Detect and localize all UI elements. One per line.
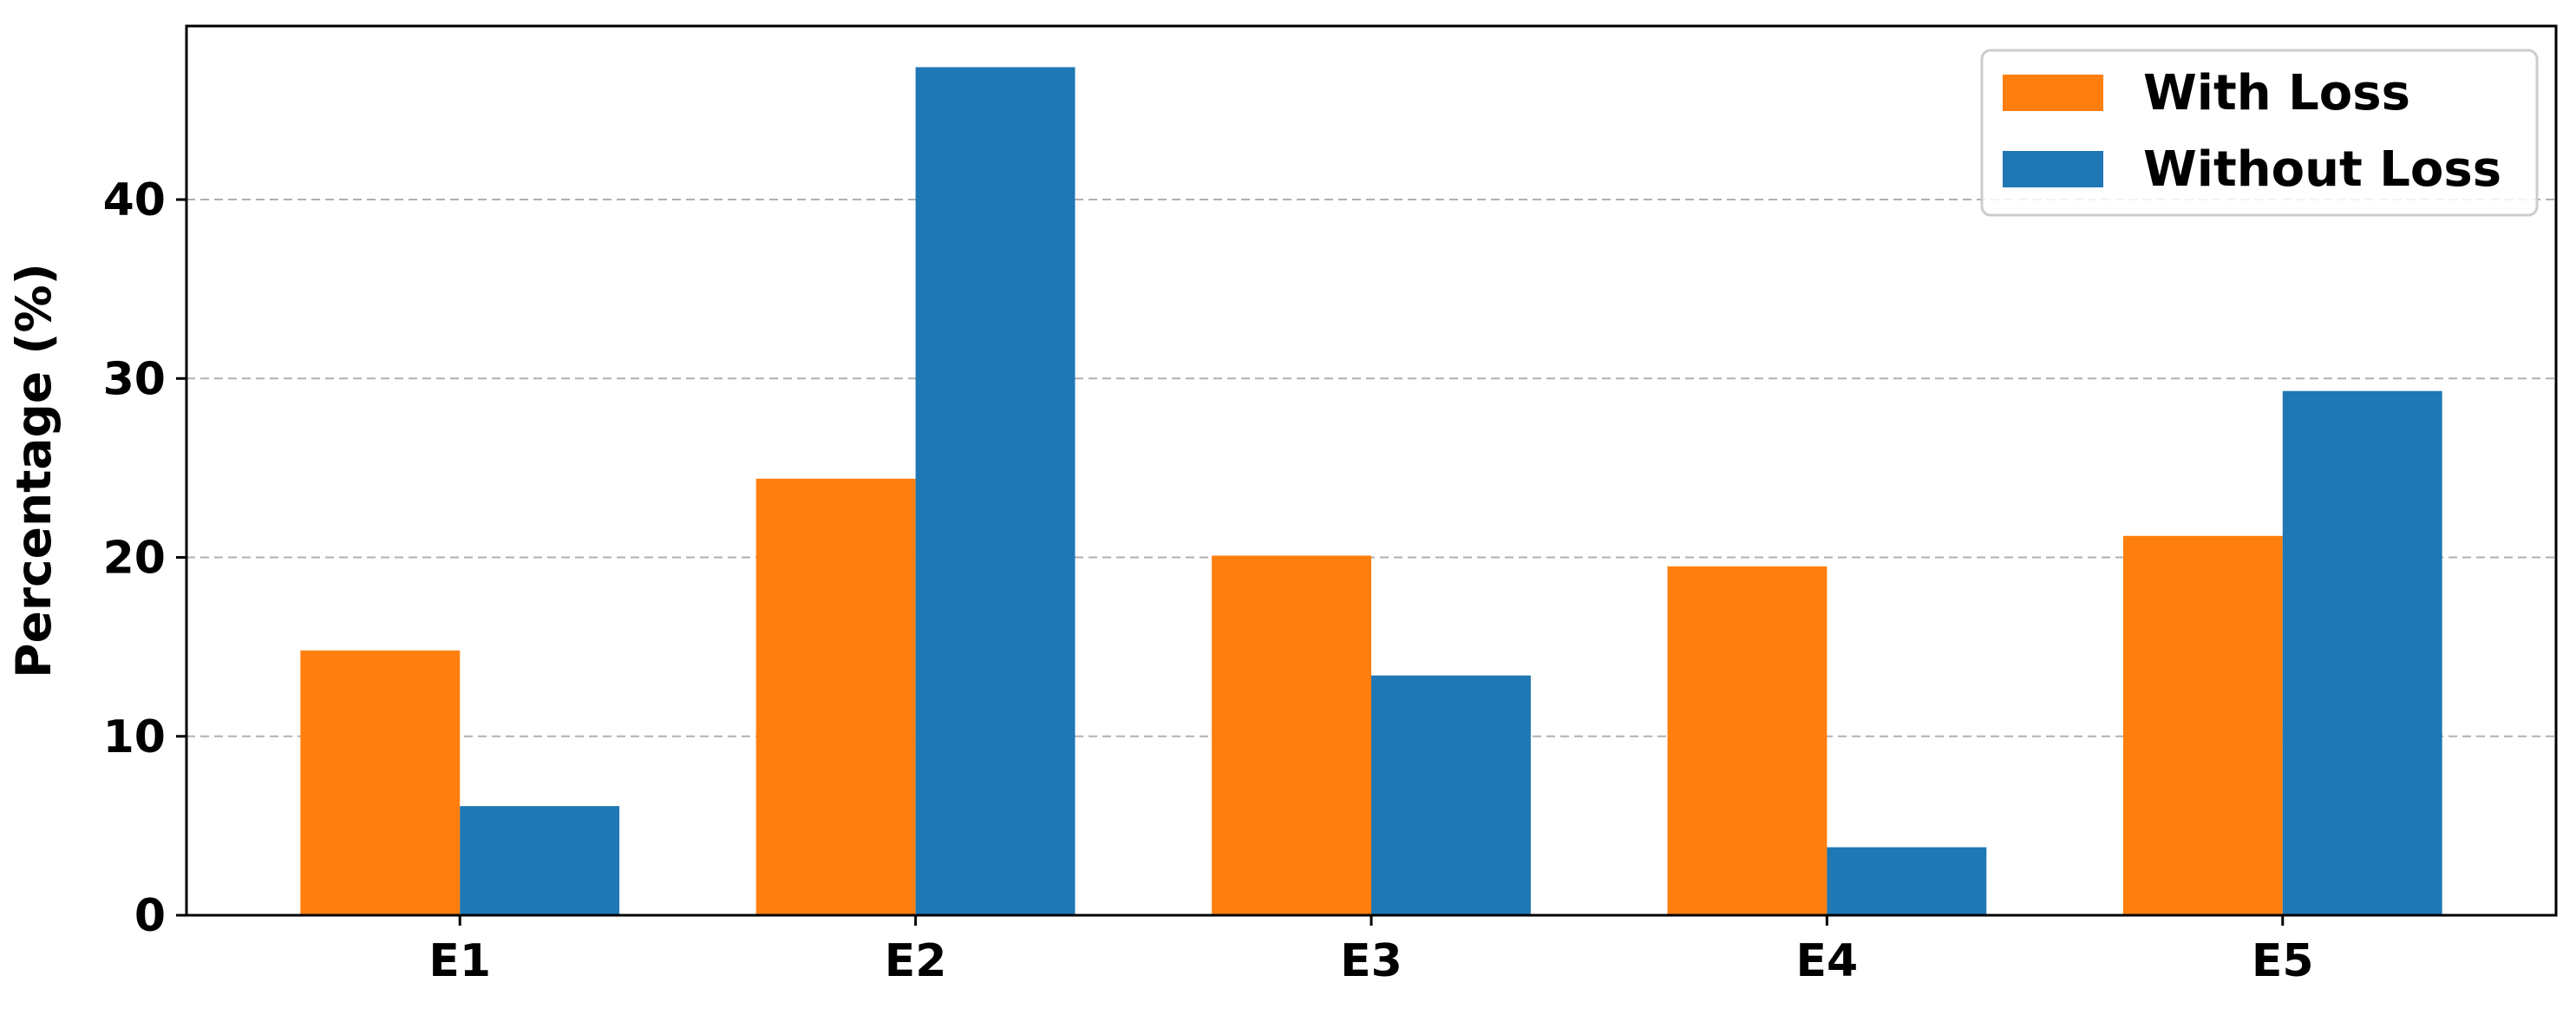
x-tick-label: E2 — [885, 935, 947, 987]
axis-ticks: 0 10 20 30 40 E1 E2 E3 E4 E5 — [103, 174, 2314, 987]
bar-e4-series-1 — [1667, 566, 1827, 915]
bar-e5-series-2 — [2282, 390, 2442, 915]
x-tick-label: E3 — [1340, 935, 1402, 987]
legend-box — [1980, 49, 2539, 217]
bar-e2-series-1 — [755, 478, 916, 915]
bar-e1-series-2 — [460, 806, 620, 915]
legend-label: With Loss — [2143, 65, 2410, 121]
y-tick-label: 0 — [134, 890, 166, 942]
y-axis-label: Percentage (%) — [6, 263, 62, 678]
x-tick-label: E5 — [2252, 935, 2314, 987]
bar-e1-series-1 — [300, 650, 461, 915]
y-tick-label: 30 — [103, 353, 166, 405]
y-tick-label: 10 — [103, 711, 166, 763]
bar-e2-series-2 — [915, 67, 1076, 915]
legend-swatch — [2003, 75, 2103, 111]
bar-e3-series-1 — [1212, 555, 1371, 915]
legend-swatch — [2003, 151, 2103, 187]
legend-label: Without Loss — [2143, 141, 2501, 198]
bars — [300, 67, 2442, 915]
x-tick-label: E1 — [428, 935, 491, 987]
bar-e5-series-1 — [2122, 535, 2283, 915]
y-tick-label: 20 — [103, 533, 166, 585]
legend: With Loss Without Loss — [1980, 49, 2539, 217]
bar-e4-series-2 — [1827, 847, 1987, 915]
y-tick-label: 40 — [103, 174, 166, 226]
bar-e3-series-2 — [1371, 675, 1531, 915]
x-tick-label: E4 — [1796, 935, 1859, 987]
